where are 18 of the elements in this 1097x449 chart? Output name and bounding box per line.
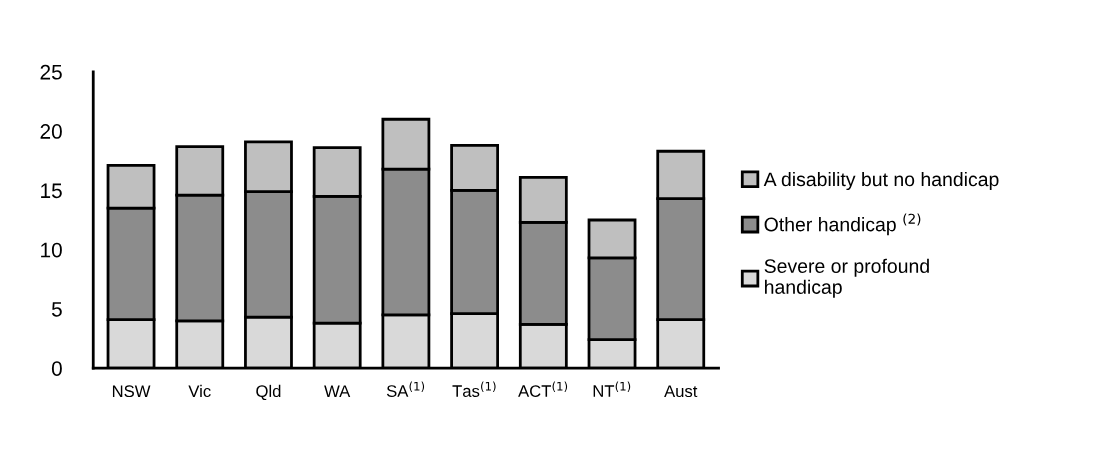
x-tick-label: Vic (188, 384, 211, 398)
x-tick-label: ACT$^{(1)}$ (518, 381, 568, 397)
y-tick-label: 0 (51, 361, 62, 376)
y-tick-label: 15 (41, 183, 62, 199)
legend-label: Severe or profound handicap (764, 258, 929, 298)
x-tick-label: SA$^{(1)}$ (386, 381, 425, 397)
x-tick-label: Qld (256, 384, 281, 401)
legend-label: Other handicap $^{(2)}$ (764, 213, 921, 236)
x-tick-label: Tas$^{(1)}$ (452, 381, 496, 397)
y-tick-label: 20 (40, 124, 62, 139)
x-tick-label: NSW (112, 385, 151, 398)
x-tick-label: Aust (664, 385, 698, 398)
y-tick-label: 5 (51, 302, 62, 317)
x-tick-label: WA (324, 385, 351, 397)
x-tick-label: NT$^{(1)}$ (593, 381, 631, 397)
y-tick-label: 10 (41, 242, 62, 258)
legend-label: A disability but no handicap (763, 171, 999, 191)
y-tick-label: 25 (40, 64, 62, 80)
